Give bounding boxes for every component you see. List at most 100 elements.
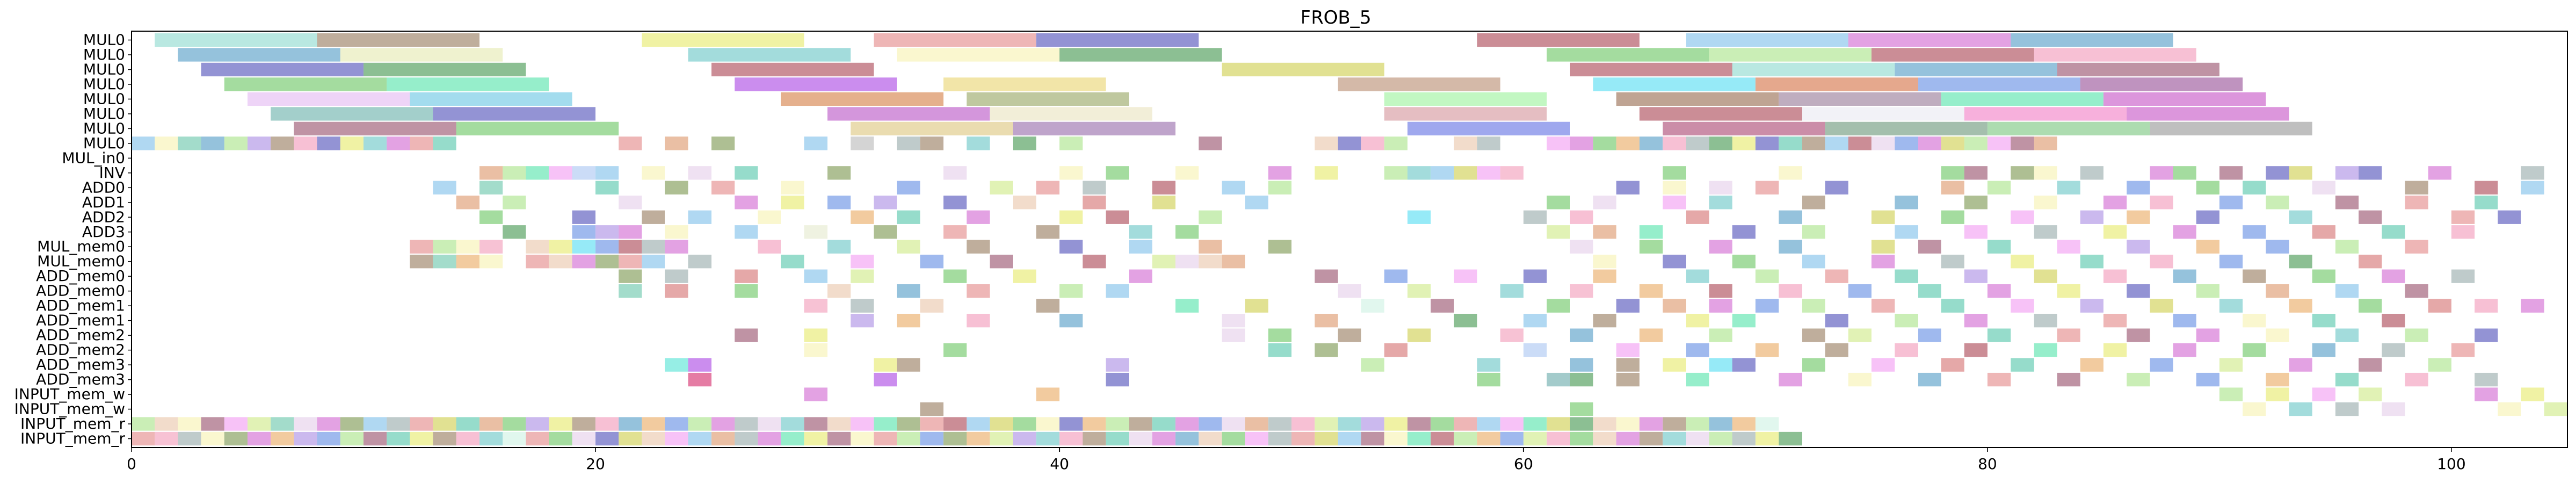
- gantt-bar: [1430, 166, 1454, 180]
- gantt-bar: [688, 358, 712, 372]
- gantt-bar: [1500, 431, 1524, 446]
- gantt-bar: [874, 372, 897, 387]
- gantt-bar: [804, 299, 828, 313]
- gantt-bar: [2475, 196, 2498, 210]
- gantt-bar: [1918, 240, 1941, 254]
- gantt-bar: [1245, 417, 1269, 431]
- gantt-bar: [2475, 181, 2498, 194]
- gantt-bar: [2312, 225, 2335, 239]
- gantt-bar: [1778, 372, 1802, 387]
- gantt-bar: [897, 431, 921, 446]
- gantt-bar: [688, 372, 712, 387]
- gantt-bar: [224, 136, 248, 150]
- gantt-bar: [1221, 255, 1246, 269]
- gantt-bar: [1709, 284, 1733, 298]
- gantt-bar: [850, 431, 874, 446]
- gantt-bar: [2219, 358, 2243, 372]
- gantt-bar: [549, 431, 572, 446]
- gantt-bar: [132, 431, 155, 446]
- gantt-bar: [1941, 92, 2104, 106]
- gantt-bar: [2034, 166, 2057, 180]
- gantt-bar: [433, 431, 456, 446]
- gantt-bar: [1013, 417, 1037, 431]
- gantt-bar: [1941, 358, 1964, 372]
- gantt-bar: [2521, 387, 2544, 401]
- gantt-bar: [479, 240, 503, 254]
- gantt-bar: [1569, 372, 1593, 387]
- gantt-bar: [2451, 343, 2475, 357]
- gantt-bar: [1523, 343, 1547, 357]
- y-tick-label: ADD_mem0: [36, 267, 125, 285]
- gantt-bar: [2266, 166, 2289, 180]
- gantt-bar: [943, 431, 967, 446]
- x-tick-label: 60: [1514, 455, 1533, 473]
- gantt-bar: [2335, 372, 2359, 387]
- gantt-bar: [1616, 343, 1640, 357]
- gantt-bar: [665, 225, 689, 239]
- gantt-bar: [1732, 431, 1756, 446]
- gantt-bar: [1477, 33, 1640, 47]
- gantt-bar: [433, 107, 596, 121]
- gantt-bar: [2382, 269, 2405, 283]
- gantt-bar: [2196, 240, 2220, 254]
- gantt-bar: [1291, 431, 1315, 446]
- gantt-bar: [1941, 181, 1964, 194]
- gantt-bar: [943, 417, 967, 431]
- gantt-bar: [618, 240, 642, 254]
- gantt-bar: [804, 387, 828, 401]
- gantt-bar: [2243, 225, 2266, 239]
- gantt-bar: [1337, 328, 1362, 342]
- gantt-bar: [410, 136, 433, 150]
- gantt-bar: [1894, 269, 1918, 283]
- gantt-bar: [2127, 328, 2150, 342]
- gantt-bar: [642, 417, 665, 431]
- gantt-bar: [479, 431, 503, 446]
- gantt-bar: [966, 417, 990, 431]
- gantt-bar: [2127, 107, 2289, 121]
- gantt-bar: [1964, 225, 1988, 239]
- gantt-bar: [2010, 210, 2034, 224]
- gantt-bar: [1361, 299, 1385, 313]
- gantt-bar: [1709, 196, 1733, 210]
- gantt-bar: [1430, 417, 1454, 431]
- gantt-bar: [1268, 328, 1292, 342]
- gantt-bar: [897, 210, 921, 224]
- gantt-bar: [1639, 225, 1663, 239]
- gantt-bar: [1546, 417, 1570, 431]
- gantt-bar: [966, 136, 990, 150]
- gantt-bar: [1662, 431, 1686, 446]
- gantt-bar: [549, 166, 572, 180]
- gantt-bar: [1453, 166, 1478, 180]
- gantt-bar: [1871, 136, 1895, 150]
- gantt-bar: [943, 269, 967, 283]
- gantt-bar: [1569, 136, 1593, 150]
- gantt-bar: [387, 77, 549, 91]
- gantt-bar: [966, 284, 990, 298]
- gantt-bar: [2289, 299, 2312, 313]
- gantt-bar: [1616, 136, 1640, 150]
- gantt-bar: [479, 210, 503, 224]
- gantt-bar: [1384, 136, 1408, 150]
- gantt-bar: [874, 33, 1037, 47]
- gantt-bar: [1036, 431, 1060, 446]
- gantt-bar: [572, 210, 596, 224]
- gantt-bar: [1709, 181, 1733, 194]
- gantt-bar: [1848, 33, 2011, 47]
- gantt-bar: [781, 255, 805, 269]
- gantt-bar: [595, 225, 619, 239]
- gantt-bar: [1593, 431, 1617, 446]
- gantt-bar: [966, 240, 990, 254]
- gantt-bar: [1523, 269, 1547, 283]
- gantt-bar: [1802, 196, 1825, 210]
- gantt-bar: [2335, 240, 2359, 254]
- gantt-bar: [1593, 136, 1617, 150]
- gantt-bar: [966, 92, 1130, 106]
- gantt-bar: [850, 136, 874, 150]
- gantt-bar: [2219, 166, 2243, 180]
- gantt-bar: [665, 284, 689, 298]
- gantt-bar: [2173, 225, 2196, 239]
- gantt-bar: [711, 136, 735, 150]
- gantt-bar: [1314, 166, 1338, 180]
- gantt-bar: [1059, 136, 1083, 150]
- gantt-bar: [1036, 387, 1060, 401]
